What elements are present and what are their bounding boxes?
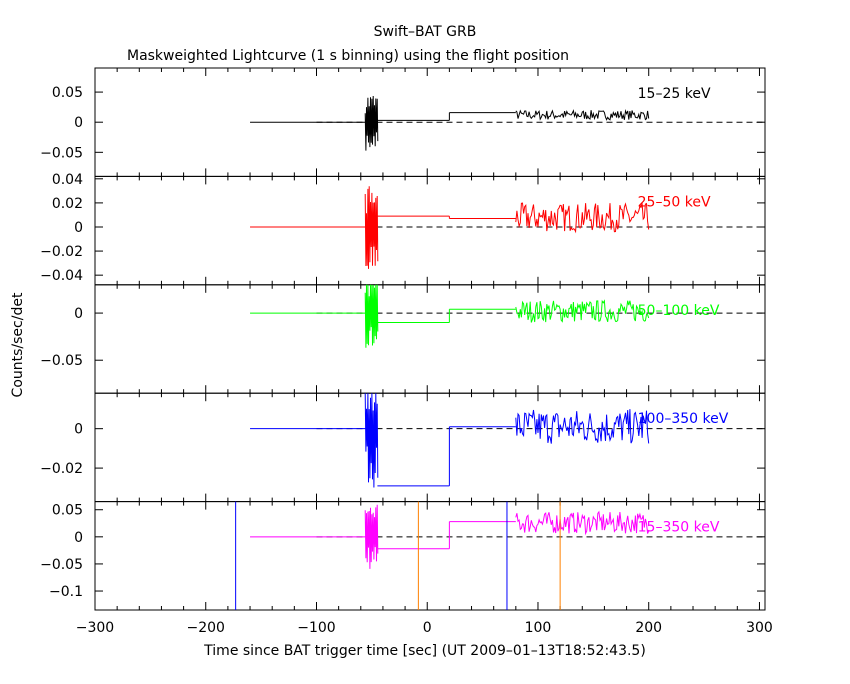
panel-1: 0.05 0 −0.05 15–25 keV [40, 67, 766, 177]
panel-frame [94, 284, 766, 394]
band-label: 15–350 keV [638, 520, 720, 536]
y-tick-label: 0 [74, 115, 83, 131]
series-line [250, 521, 516, 550]
x-tick-label: 0 [423, 620, 432, 636]
x-tick-label: −100 [297, 620, 335, 636]
panel-frame [94, 175, 766, 286]
y-tick-label: 0 [74, 306, 83, 322]
band-label: 15–25 keV [638, 86, 711, 102]
series-line [250, 426, 516, 487]
x-tick-label: 300 [746, 620, 773, 636]
series-line [250, 112, 516, 123]
band-label: 50–100 keV [638, 303, 720, 319]
y-tick-label: 0.05 [52, 503, 83, 519]
noise-signal [515, 202, 650, 234]
y-tick-label: −0.02 [40, 244, 83, 260]
noise-signal [515, 510, 650, 536]
y-tick-label: 0.02 [52, 196, 83, 212]
y-tick-label: −0.05 [40, 145, 83, 161]
burst-signal [364, 504, 379, 569]
y-tick-label: −0.04 [40, 268, 83, 284]
x-tick-label: −200 [187, 620, 225, 636]
series-line [250, 215, 516, 228]
noise-signal [515, 409, 650, 444]
panel-4: 0 −0.02 100–350 keV [40, 392, 766, 503]
x-tick-label: −300 [76, 620, 114, 636]
chart-title: Swift–BAT GRB [374, 24, 477, 40]
y-tick-label: −0.1 [49, 584, 83, 600]
chart-subtitle: Maskweighted Lightcurve (1 s binning) us… [127, 48, 569, 64]
y-tick-label: −0.02 [40, 461, 83, 477]
panel-2: 0.04 0.02 0 −0.02 −0.04 25–50 keV [40, 172, 766, 286]
y-tick-label: −0.05 [40, 353, 83, 369]
burst-signal [364, 284, 379, 348]
y-tick-label: −0.05 [40, 557, 83, 573]
y-tick-label: 0.04 [52, 172, 83, 188]
y-tick-label: 0 [74, 422, 83, 438]
burst-signal [364, 95, 379, 151]
x-tick-label: 200 [635, 620, 662, 636]
band-label: 100–350 keV [638, 411, 729, 427]
noise-signal [515, 109, 650, 121]
y-tick-label: 0.05 [52, 85, 83, 101]
burst-signal [364, 186, 379, 269]
panel-frame [94, 501, 766, 611]
band-label: 25–50 keV [638, 194, 711, 210]
y-axis-label: Counts/sec/det [10, 292, 26, 397]
burst-signal [364, 393, 379, 488]
x-tick-label: 100 [525, 620, 552, 636]
panels-group: 0.05 0 −0.05 15–25 keV 0.04 0.02 0 −0.02 −0.04 25… [40, 67, 773, 636]
y-tick-label: 0 [74, 530, 83, 546]
panel-5: 0.05 0 −0.05 −0.1 15–350 keV [40, 501, 766, 611]
x-axis-label: Time since BAT trigger time [sec] (UT 20… [203, 643, 646, 659]
panel-3: 0 −0.05 50–100 keV [40, 284, 766, 394]
y-tick-label: 0 [74, 220, 83, 236]
series-line [250, 308, 516, 324]
noise-signal [515, 299, 650, 323]
